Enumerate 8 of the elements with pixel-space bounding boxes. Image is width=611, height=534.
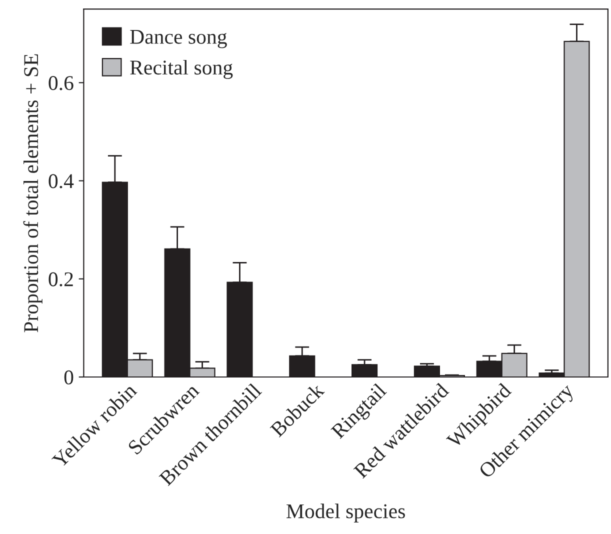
legend-label: Dance song — [130, 30, 227, 48]
y-axis-title: Proportion of total elements + SE — [23, 54, 42, 332]
x-axis-title: Model species — [286, 504, 405, 523]
y-tick-label: 0.4 — [48, 174, 74, 188]
y-tick-label: 0.2 — [48, 272, 73, 286]
y-tick-label: 0 — [64, 370, 74, 384]
legend-label: Recital song — [130, 60, 233, 79]
y-tick-label: 0.6 — [48, 76, 74, 90]
